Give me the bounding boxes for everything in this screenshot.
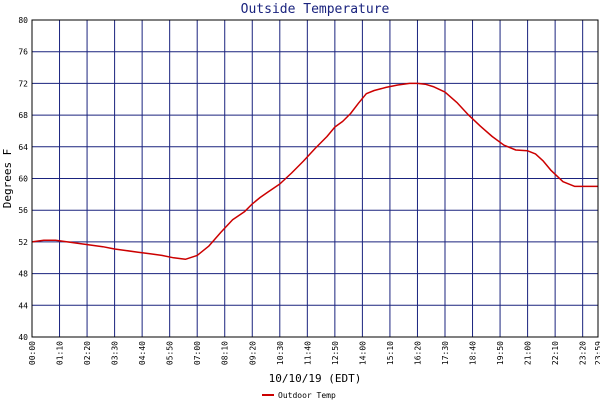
x-tick-label: 18:40 <box>469 341 478 365</box>
y-tick-label: 68 <box>18 111 28 120</box>
series-line-outdoor-temp <box>31 82 598 261</box>
x-tick-label: 15:10 <box>386 341 395 365</box>
x-tick-labels: 00:00 01:10 02:20 03:30 04:40 05:50 07:00 08:10… <box>28 341 600 365</box>
x-tick-label: 03:30 <box>111 341 120 365</box>
x-tick-label: 04:40 <box>138 341 147 365</box>
y-tick-label: 76 <box>18 48 28 57</box>
x-tick-label: 07:00 <box>193 341 202 365</box>
x-tick-label: 00:00 <box>28 341 37 365</box>
legend: Outdoor Temp <box>262 391 336 400</box>
y-tick-label: 48 <box>18 270 28 279</box>
x-tick-label: 11:40 <box>303 341 312 365</box>
x-tick-label: 05:50 <box>166 341 175 365</box>
y-tick-label: 44 <box>18 301 28 310</box>
x-tick-label: 22:10 <box>551 341 560 365</box>
x-tick-label: 02:20 <box>83 341 92 365</box>
x-tick-label: 19:50 <box>496 341 505 365</box>
y-axis-label: Degrees F <box>1 149 14 209</box>
y-tick-label: 60 <box>18 175 28 184</box>
y-tick-label: 64 <box>18 143 28 152</box>
y-tick-label: 80 <box>18 16 28 25</box>
legend-label: Outdoor Temp <box>278 391 336 400</box>
y-tick-labels: 40 44 48 52 56 60 64 68 72 76 80 <box>18 16 28 342</box>
x-tick-label: 12:50 <box>331 341 340 365</box>
x-tick-label: 23:20 <box>579 341 588 365</box>
y-tick-label: 56 <box>18 206 28 215</box>
x-tick-label: 08:10 <box>221 341 230 365</box>
x-tick-label: 21:00 <box>524 341 533 365</box>
x-tick-label: 23:59 <box>594 341 600 365</box>
series-layer <box>31 82 598 261</box>
x-tick-label: 10:30 <box>276 341 285 365</box>
y-tick-label: 72 <box>18 79 28 88</box>
y-tick-label: 52 <box>18 238 28 247</box>
x-tick-label: 14:00 <box>358 341 367 365</box>
chart-title: Outside Temperature <box>241 2 390 17</box>
x-tick-label: 01:10 <box>56 341 65 365</box>
y-tick-label: 40 <box>18 333 28 342</box>
plot-area-border <box>31 19 599 338</box>
x-tick-label: 16:20 <box>413 341 422 365</box>
x-tick-label: 09:20 <box>248 341 257 365</box>
x-axis-label: 10/10/19 (EDT) <box>269 372 362 385</box>
x-tick-label: 17:30 <box>441 341 450 365</box>
